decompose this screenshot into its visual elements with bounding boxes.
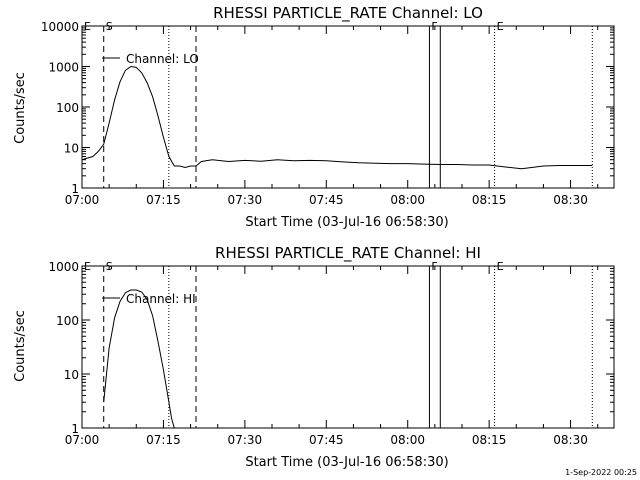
lo-y-tick-label: 10000 [41, 20, 79, 34]
lo-marker-label: S [106, 20, 113, 33]
hi-x-tick-label: 07:45 [309, 433, 344, 447]
lo-x-tick-label: 08:00 [390, 193, 425, 207]
hi-y-tick-label: 1 [71, 422, 79, 436]
hi-x-tick-label: 07:00 [65, 433, 100, 447]
lo-marker-label: F [431, 20, 437, 33]
lo-x-tick-label: 08:15 [472, 193, 507, 207]
hi-y-tick-label: 100 [56, 314, 79, 328]
lo-x-tick-label: 08:30 [553, 193, 588, 207]
lo-x-tick-label: 07:30 [228, 193, 263, 207]
hi-y-tick-label: 1000 [48, 260, 79, 274]
hi-plot-frame [81, 265, 615, 429]
lo-chart-title: RHESSI PARTICLE_RATE Channel: LO [213, 4, 483, 23]
hi-x-tick-label: 08:15 [472, 433, 507, 447]
hi-series-line [103, 289, 175, 429]
hi-data-series [103, 289, 175, 429]
hi-y-ticks: 1 10 100 1000 [48, 260, 614, 436]
lo-channel-panel: RHESSI PARTICLE_RATE Channel: LO Counts/… [13, 4, 615, 230]
lo-marker-label: E [84, 20, 91, 33]
hi-x-ticks: 07:00 07:15 07:30 07:45 08:00 08:15 08:30 [65, 266, 599, 447]
hi-marker-label: E [84, 260, 91, 273]
hi-marker-label: E [497, 260, 504, 273]
lo-legend-label: Channel: LO [126, 52, 199, 66]
lo-y-axis-label: Counts/sec [13, 72, 28, 144]
hi-chart-title: RHESSI PARTICLE_RATE Channel: HI [215, 244, 481, 263]
lo-data-series [81, 65, 593, 170]
hi-legend-label: Channel: HI [126, 292, 196, 306]
lo-y-tick-label: 1 [71, 182, 79, 196]
hi-channel-panel: RHESSI PARTICLE_RATE Channel: HI Counts/… [13, 244, 615, 470]
lo-plot-frame [81, 25, 615, 189]
hi-y-tick-label: 10 [64, 368, 79, 382]
lo-x-tick-label: 07:45 [309, 193, 344, 207]
hi-y-axis-label: Counts/sec [13, 310, 28, 382]
lo-legend: Channel: LO [102, 52, 199, 66]
hi-legend: Channel: HI [102, 292, 196, 306]
hi-marker-label: S [106, 260, 113, 273]
lo-x-ticks: 07:00 07:15 07:30 07:45 08:00 08:15 08:30 [65, 26, 599, 207]
hi-x-tick-label: 08:30 [553, 433, 588, 447]
lo-marker-label: E [497, 20, 504, 33]
hi-marker-label: F [431, 260, 437, 273]
lo-y-tick-label: 1000 [48, 61, 79, 75]
lo-y-tick-label: 10 [64, 142, 79, 156]
lo-x-tick-label: 07:15 [146, 193, 181, 207]
lo-x-tick-label: 07:00 [65, 193, 100, 207]
lo-series-line [81, 65, 593, 170]
hi-x-tick-label: 07:30 [228, 433, 263, 447]
hi-x-axis-label: Start Time (03-Jul-16 06:58:30) [245, 455, 448, 470]
lo-y-tick-label: 100 [56, 101, 79, 115]
lo-y-ticks: 1 10 100 1000 10000 [41, 20, 614, 196]
footer-timestamp: 1-Sep-2022 00:25 [565, 468, 637, 477]
hi-x-tick-label: 07:15 [146, 433, 181, 447]
hi-x-tick-label: 08:00 [390, 433, 425, 447]
lo-x-axis-label: Start Time (03-Jul-16 06:58:30) [245, 215, 448, 230]
